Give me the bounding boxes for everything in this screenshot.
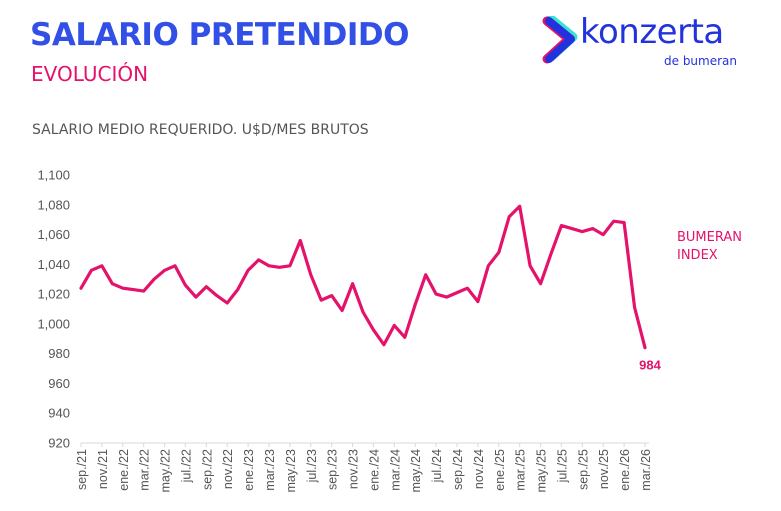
end-value-label: 984 (639, 358, 661, 373)
x-tick-label: ene./22 (117, 449, 131, 491)
y-tick-label: 920 (48, 436, 70, 451)
y-tick-label: 1,100 (37, 168, 70, 183)
x-tick-label: may./23 (284, 449, 298, 493)
x-tick-label: mar./24 (388, 449, 402, 491)
y-tick-label: 960 (48, 376, 70, 391)
x-tick-label: sep./22 (200, 449, 214, 490)
y-tick-label: 1,020 (37, 287, 70, 302)
x-tick-label: sep./25 (576, 449, 590, 490)
x-tick-label: ene./25 (493, 449, 507, 491)
x-tick-label: sep./21 (75, 449, 89, 490)
legend: BUMERAN INDEX (677, 229, 742, 265)
logo-subtext: de bumeran (664, 54, 738, 68)
series-layer (79, 204, 647, 350)
legend-label-line1: BUMERAN (677, 230, 742, 245)
page-title: SALARIO PRETENDIDO (30, 17, 410, 53)
x-tick-label: nov./21 (96, 449, 110, 489)
y-tick-label: 1,040 (37, 257, 70, 272)
x-tick-label: sep./23 (326, 449, 340, 490)
konzerta-logo: konzerta de bumeran (540, 12, 760, 82)
x-tick-label: may./24 (409, 449, 423, 493)
x-tick-label: ene./26 (618, 449, 632, 491)
y-axis: 920 940 960 980 1,000 1,020 1,040 1,060 1,080 1,1… (37, 168, 70, 451)
x-tick-label: sep./24 (451, 449, 465, 490)
x-tick-label: mar./25 (514, 449, 528, 491)
x-tick-label: jul./24 (430, 449, 444, 483)
logo-wordmark: konzerta (580, 12, 724, 52)
x-tick-label: mar./26 (639, 449, 653, 491)
x-tick-label: may./25 (535, 449, 549, 493)
page-subtitle: EVOLUCIÓN (31, 62, 149, 86)
x-tick-label: jul./23 (305, 449, 319, 483)
legend-label-line2: INDEX (677, 248, 718, 263)
x-tick-label: ene./24 (367, 449, 381, 491)
chart-title: SALARIO MEDIO REQUERIDO. U$D/MES BRUTOS (32, 122, 369, 138)
chevron-logo-icon (542, 16, 578, 64)
x-tick-label: jul./22 (179, 449, 193, 483)
y-tick-label: 1,060 (37, 227, 70, 242)
x-tick-label: ene./23 (242, 449, 256, 491)
x-tick-label: mar./23 (263, 449, 277, 491)
x-tick-label: nov./23 (347, 449, 361, 489)
y-tick-label: 980 (48, 346, 70, 361)
x-tick-label: jul./25 (555, 449, 569, 483)
annotation-layer: 984 (639, 358, 661, 373)
x-axis: sep./21 nov./21 ene./22 mar./22 may./22 jul./… (75, 442, 653, 493)
y-tick-label: 1,080 (37, 197, 70, 212)
x-tick-label: may./22 (159, 449, 173, 493)
x-tick-label: nov./25 (597, 449, 611, 489)
x-tick-label: nov./22 (221, 449, 235, 489)
series-line-bumeran-index (79, 204, 647, 350)
x-tick-label: mar./22 (138, 449, 152, 491)
x-tick-label: nov./24 (472, 449, 486, 489)
y-tick-label: 1,000 (37, 316, 70, 331)
y-tick-label: 940 (48, 406, 70, 421)
